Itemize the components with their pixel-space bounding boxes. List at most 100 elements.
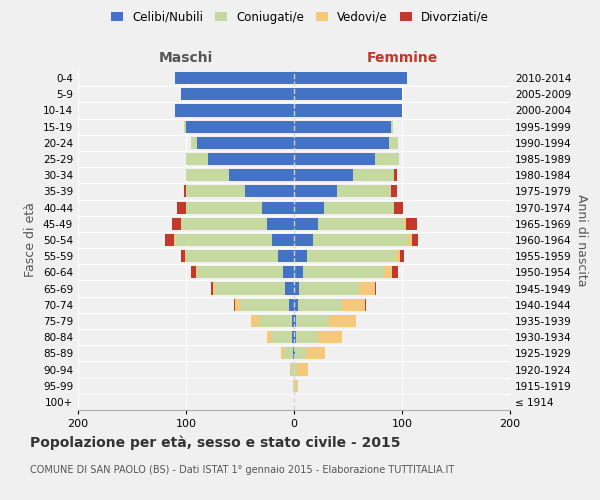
Bar xyxy=(294,331,296,343)
Bar xyxy=(166,234,174,246)
Bar xyxy=(298,298,341,311)
Bar xyxy=(389,137,398,149)
Bar xyxy=(307,250,395,262)
Text: Femmine: Femmine xyxy=(367,51,437,65)
Y-axis label: Anni di nascita: Anni di nascita xyxy=(575,194,588,286)
Bar xyxy=(272,331,292,343)
Bar xyxy=(294,380,295,392)
Bar xyxy=(294,104,402,117)
Bar xyxy=(186,153,208,165)
Bar xyxy=(184,120,186,132)
Bar xyxy=(191,137,197,149)
Bar xyxy=(181,250,185,262)
Bar xyxy=(175,72,294,84)
Bar xyxy=(181,88,294,101)
Bar xyxy=(294,120,391,132)
Bar xyxy=(215,282,286,294)
Bar xyxy=(294,169,353,181)
Bar xyxy=(313,234,409,246)
Bar xyxy=(391,120,394,132)
Bar xyxy=(392,266,398,278)
Bar xyxy=(341,298,365,311)
Bar xyxy=(197,266,283,278)
Bar xyxy=(245,186,294,198)
Bar xyxy=(296,331,318,343)
Bar xyxy=(297,364,308,376)
Bar xyxy=(353,169,394,181)
Bar xyxy=(186,202,262,213)
Bar xyxy=(375,153,399,165)
Bar xyxy=(181,218,267,230)
Bar xyxy=(318,218,404,230)
Bar xyxy=(290,364,291,376)
Bar xyxy=(174,234,175,246)
Bar xyxy=(191,266,196,278)
Bar xyxy=(294,218,318,230)
Bar xyxy=(294,298,298,311)
Bar xyxy=(281,348,284,360)
Bar xyxy=(294,202,324,213)
Bar xyxy=(324,202,394,213)
Bar xyxy=(294,282,299,294)
Bar xyxy=(292,315,294,327)
Bar xyxy=(294,234,313,246)
Bar xyxy=(299,282,359,294)
Bar xyxy=(184,186,186,198)
Bar xyxy=(294,250,307,262)
Y-axis label: Fasce di età: Fasce di età xyxy=(25,202,37,278)
Bar xyxy=(295,348,306,360)
Text: Popolazione per età, sesso e stato civile - 2015: Popolazione per età, sesso e stato civil… xyxy=(30,435,401,450)
Bar xyxy=(240,298,289,311)
Bar xyxy=(172,218,181,230)
Bar xyxy=(233,298,235,311)
Bar xyxy=(186,169,229,181)
Bar xyxy=(267,331,272,343)
Bar xyxy=(400,250,404,262)
Bar xyxy=(365,298,367,311)
Bar xyxy=(208,153,294,165)
Bar xyxy=(286,282,294,294)
Bar xyxy=(294,266,302,278)
Bar xyxy=(196,266,197,278)
Legend: Celibi/Nubili, Coniugati/e, Vedovi/e, Divorziati/e: Celibi/Nubili, Coniugati/e, Vedovi/e, Di… xyxy=(106,6,494,28)
Bar xyxy=(394,202,403,213)
Bar xyxy=(329,315,356,327)
Bar xyxy=(294,364,297,376)
Bar xyxy=(197,137,294,149)
Bar xyxy=(259,315,292,327)
Bar xyxy=(175,234,272,246)
Bar xyxy=(294,72,407,84)
Bar xyxy=(375,282,376,294)
Bar xyxy=(211,282,213,294)
Bar xyxy=(229,169,294,181)
Bar xyxy=(406,218,417,230)
Bar xyxy=(185,250,186,262)
Bar xyxy=(296,315,329,327)
Bar xyxy=(213,282,215,294)
Text: COMUNE DI SAN PAOLO (BS) - Dati ISTAT 1° gennaio 2015 - Elaborazione TUTTITALIA.: COMUNE DI SAN PAOLO (BS) - Dati ISTAT 1°… xyxy=(30,465,454,475)
Bar xyxy=(175,104,294,117)
Bar xyxy=(294,315,296,327)
Bar xyxy=(291,364,294,376)
Bar xyxy=(295,380,298,392)
Bar xyxy=(294,348,295,360)
Bar xyxy=(272,234,294,246)
Bar xyxy=(186,186,245,198)
Bar xyxy=(395,250,400,262)
Bar xyxy=(278,250,294,262)
Bar xyxy=(302,266,383,278)
Bar xyxy=(359,282,375,294)
Bar xyxy=(186,120,294,132)
Bar xyxy=(318,331,341,343)
Bar xyxy=(262,202,294,213)
Bar xyxy=(391,186,397,198)
Bar xyxy=(186,250,278,262)
Bar xyxy=(394,169,397,181)
Bar xyxy=(289,298,294,311)
Bar xyxy=(412,234,418,246)
Bar xyxy=(294,153,375,165)
Bar xyxy=(251,315,259,327)
Bar xyxy=(337,186,391,198)
Bar xyxy=(267,218,294,230)
Bar xyxy=(294,137,389,149)
